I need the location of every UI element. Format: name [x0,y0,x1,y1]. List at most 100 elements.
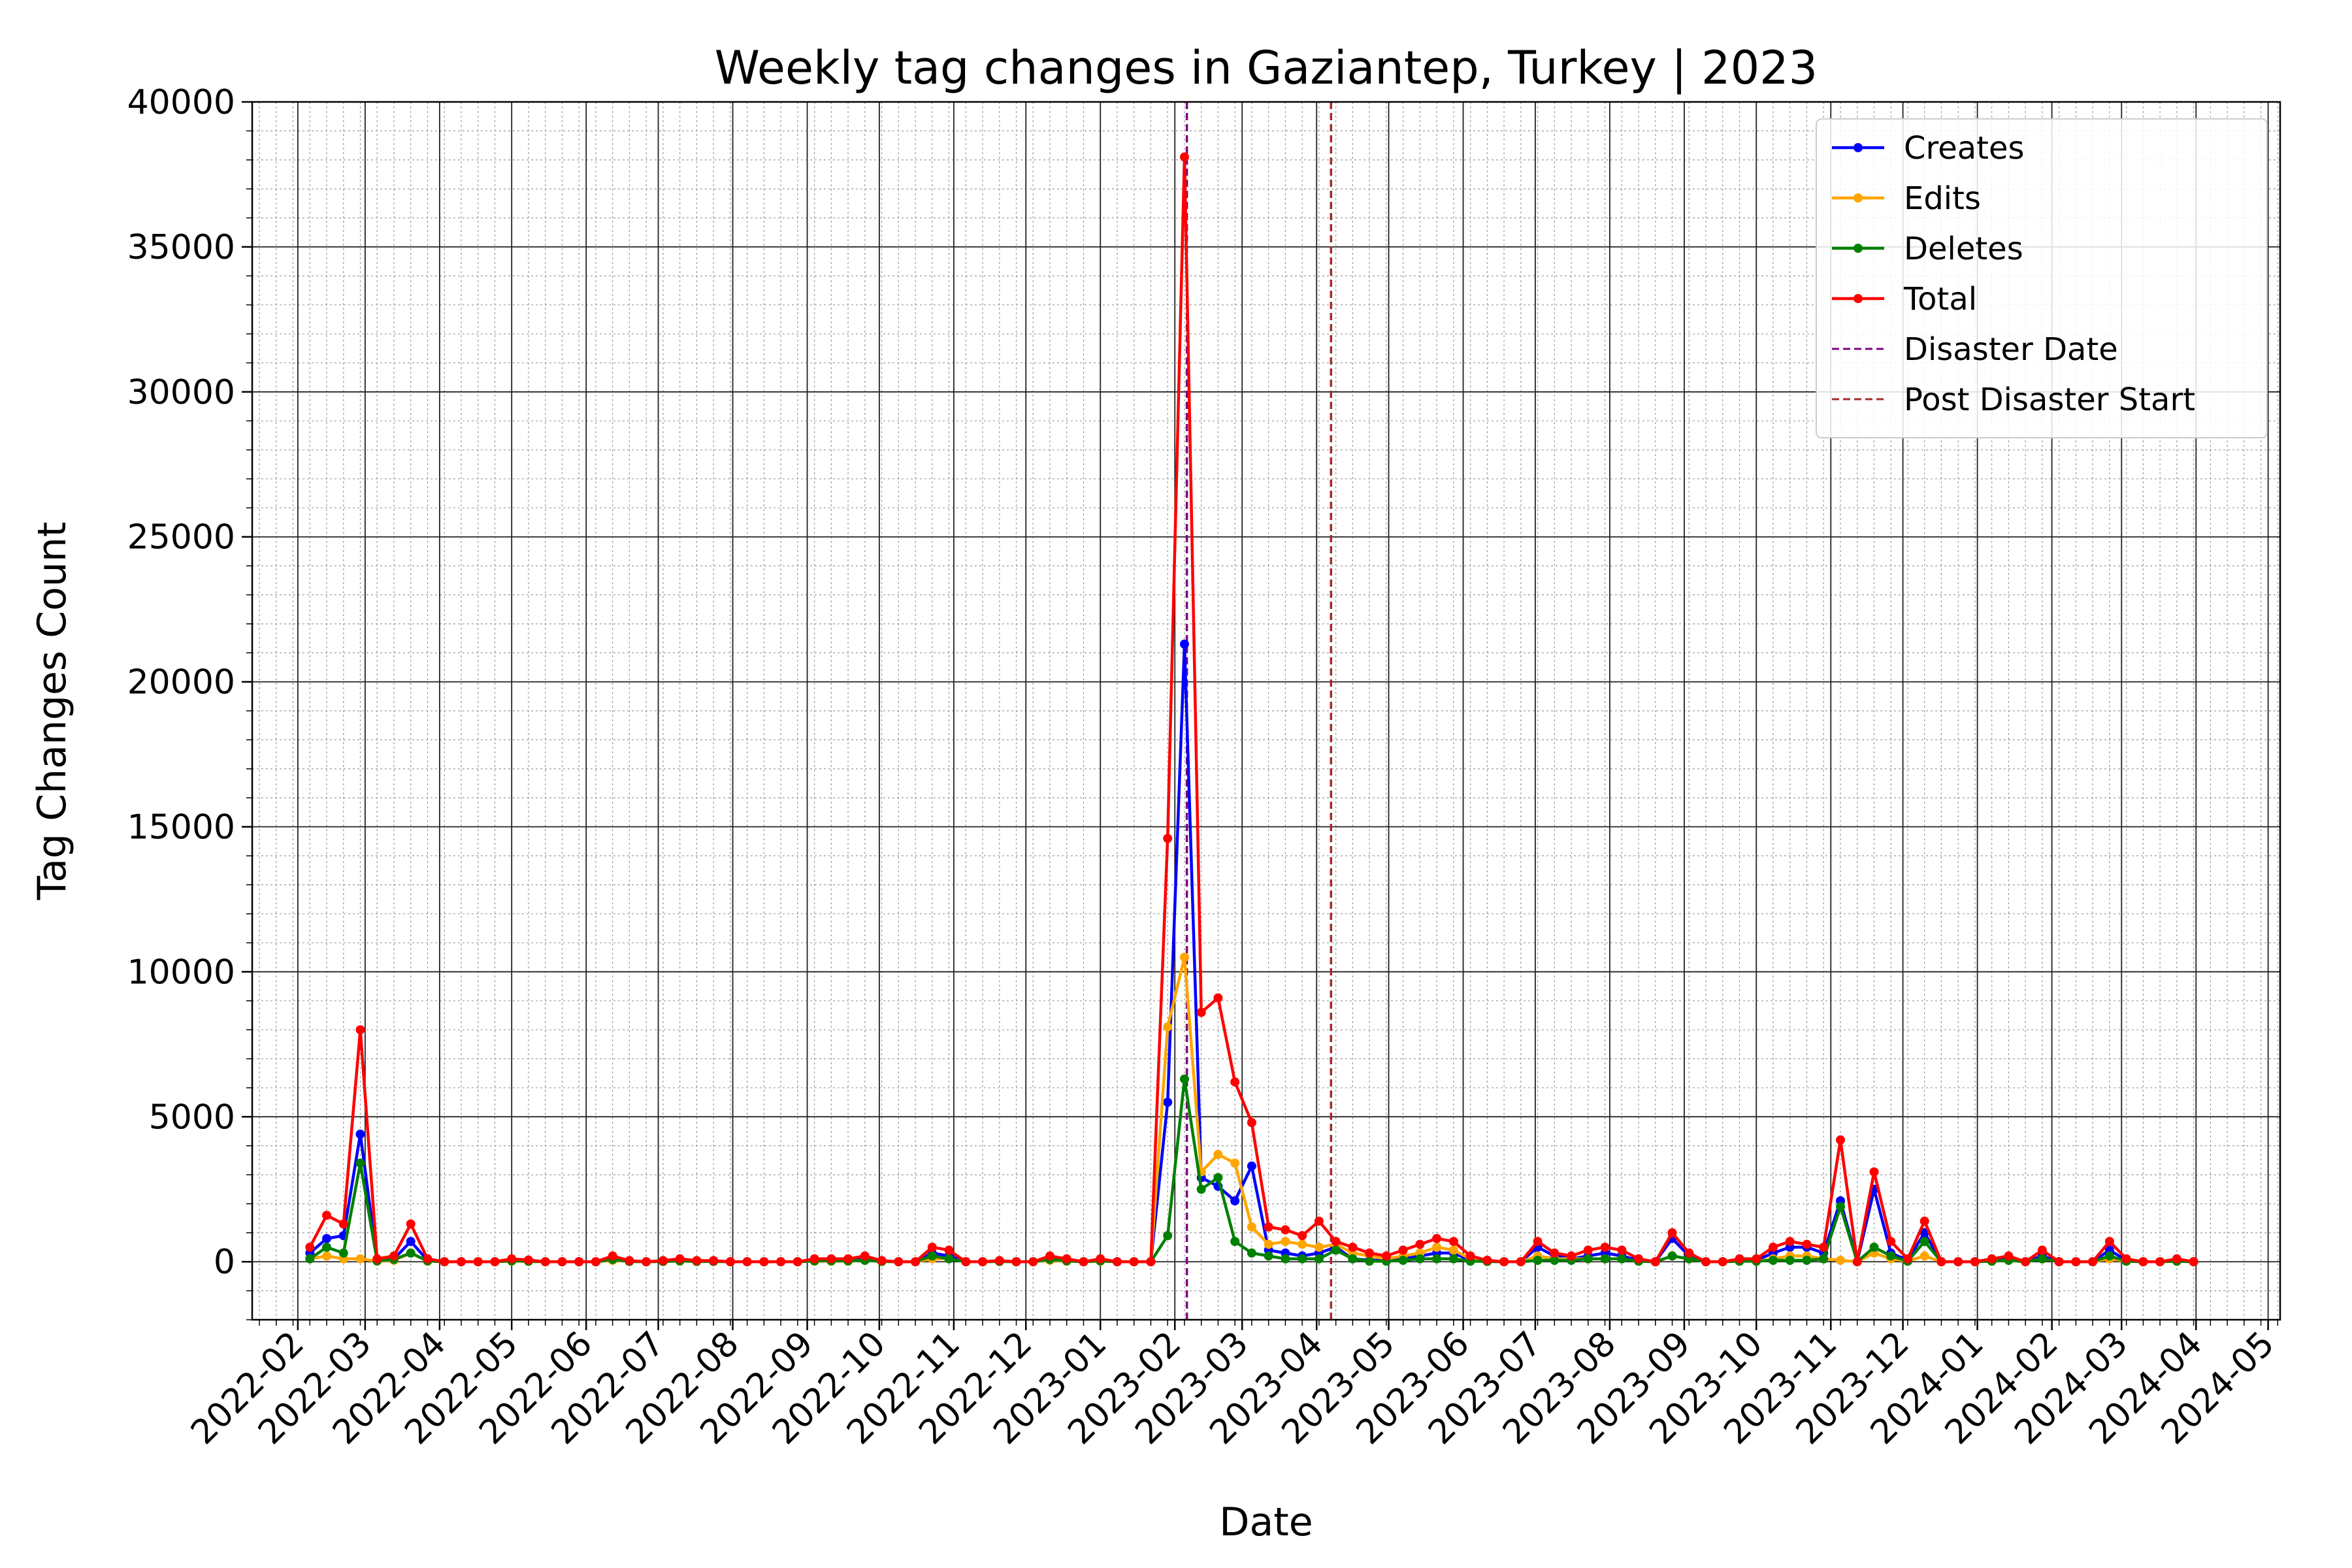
data-point [994,1256,1004,1266]
legend-item: Disaster Date [1832,331,2118,368]
data-point [776,1257,786,1267]
data-point [1667,1251,1677,1261]
data-point [1163,1231,1173,1241]
legend-marker [1854,244,1863,253]
data-point [591,1257,600,1267]
data-point [658,1256,668,1266]
data-point [1230,1237,1240,1247]
data-point [338,1248,348,1258]
data-point [608,1251,617,1261]
data-point [1247,1118,1256,1128]
data-point [1298,1231,1307,1241]
y-tick-label: 25000 [127,518,235,557]
data-point [355,1025,365,1035]
data-point [1348,1243,1358,1252]
legend-box [1816,118,2268,438]
data-point [2104,1251,2114,1261]
legend-label: Total [1903,281,1977,318]
data-point [860,1251,870,1261]
data-point [1398,1245,1408,1255]
data-point [1836,1201,1845,1211]
data-point [978,1257,987,1267]
data-point [625,1256,634,1266]
data-point [742,1257,752,1267]
data-point [1550,1248,1560,1258]
data-point [1886,1237,1896,1247]
data-point [709,1256,719,1266]
y-tick-labels: 0 5000 10000 15000 20000 25000 30000 35000 40000 [127,83,235,1282]
data-point [2155,1257,2165,1267]
data-point [406,1219,416,1229]
data-point [1617,1254,1627,1264]
data-point [1062,1254,1071,1264]
axis-ticks [242,101,2279,1330]
data-point [725,1257,735,1267]
data-point [1264,1239,1273,1249]
data-point [338,1219,348,1229]
data-point [1667,1228,1677,1237]
data-point [423,1254,433,1264]
data-point [1785,1237,1795,1247]
legend-marker [1854,143,1863,152]
data-point [1448,1245,1458,1255]
data-point [1247,1222,1256,1232]
data-point [1113,1257,1122,1267]
data-point [1769,1243,1778,1252]
data-point [1869,1167,1879,1177]
data-point [1634,1254,1643,1264]
data-point [355,1158,365,1168]
data-point [843,1254,853,1264]
data-point [2021,1257,2031,1267]
data-point [1298,1239,1307,1249]
data-point [911,1257,921,1267]
data-point [1432,1233,1442,1243]
data-point [1600,1243,1610,1252]
legend-item: Deletes [1832,231,2023,267]
legend-label: Disaster Date [1904,331,2118,368]
legend-label: Post Disaster Start [1904,382,2195,418]
data-point [1516,1257,1526,1267]
data-point [2037,1254,2047,1264]
data-point [1314,1243,1324,1252]
legend-item: Total [1832,281,1977,318]
data-point [1298,1254,1307,1264]
data-point [1567,1251,1576,1261]
data-point [2172,1254,2181,1264]
data-point [1499,1257,1509,1267]
data-point [1230,1196,1240,1205]
data-point [1650,1257,1660,1267]
data-point [406,1248,416,1258]
data-point [1465,1251,1475,1261]
y-tick-label: 30000 [127,373,235,412]
data-point [1129,1257,1139,1267]
legend-item: Creates [1832,130,2025,167]
data-point [1365,1248,1375,1258]
data-point [2138,1257,2148,1267]
data-point [1970,1257,1980,1267]
data-point [440,1257,449,1267]
data-point [1314,1254,1324,1264]
data-point [2189,1257,2198,1267]
data-point [305,1254,315,1264]
chart-title: Weekly tag changes in Gaziantep, Turkey … [715,41,1818,95]
data-point [1180,953,1189,962]
data-point [1415,1239,1425,1249]
data-point [1802,1256,1812,1265]
data-point [1852,1257,1862,1267]
data-point [1869,1243,1879,1252]
data-point [759,1257,769,1267]
data-point [1045,1251,1054,1261]
data-point [1314,1217,1324,1226]
data-point [1886,1251,1896,1261]
data-point [355,1130,365,1139]
data-point [1281,1254,1290,1264]
data-point [557,1257,567,1267]
data-point [1247,1161,1256,1171]
data-point [1769,1256,1778,1265]
data-point [1011,1257,1021,1267]
data-point [1718,1257,1727,1267]
data-point [540,1257,550,1267]
data-point [574,1257,584,1267]
data-point [1281,1225,1290,1235]
